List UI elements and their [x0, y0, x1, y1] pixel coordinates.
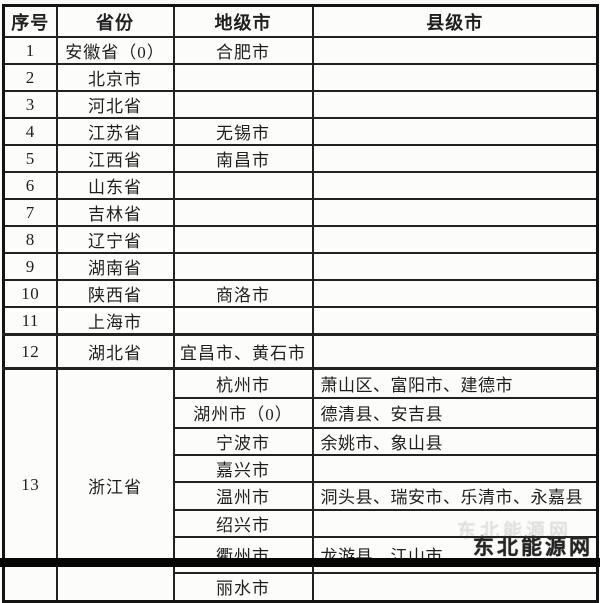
cell-province: 山东省	[55, 171, 175, 200]
cell-counties	[311, 198, 599, 227]
cell-counties	[311, 63, 599, 92]
cell-no: 7	[2, 198, 58, 227]
cell-city: 杭州市	[172, 367, 314, 399]
cell-province: 江西省	[55, 144, 175, 173]
cell-counties	[311, 571, 599, 603]
cell-city	[172, 63, 314, 92]
cell-no: 2	[2, 63, 58, 92]
cell-city	[172, 198, 314, 227]
cell-counties: 萧山区、富阳市、建德市	[311, 367, 599, 399]
cell-counties: 余姚市、象山县	[311, 426, 599, 456]
cell-province: 安徽省（0）	[55, 36, 175, 65]
table-row: 1 安徽省（0） 合肥市	[2, 36, 599, 65]
cell-city: 宁波市	[172, 426, 314, 456]
cell-no: 12	[2, 333, 58, 370]
site-watermark: 东北能源网	[473, 536, 593, 559]
cell-counties	[311, 36, 599, 65]
cell-no: 10	[2, 279, 58, 308]
table-row: 13 浙江省 杭州市 萧山区、富阳市、建德市	[2, 367, 599, 603]
column-header-counties: 县级市	[311, 4, 599, 38]
cell-province: 北京市	[55, 63, 175, 92]
cell-counties	[311, 90, 599, 119]
cell-no: 11	[2, 306, 58, 336]
bottom-black-bar	[0, 558, 600, 567]
cell-province: 河北省	[55, 90, 175, 119]
table-row: 6 山东省	[2, 171, 599, 200]
cell-counties	[311, 333, 599, 370]
watermark-ghost: 东北能源网	[456, 521, 572, 542]
cell-city	[172, 225, 314, 254]
table-row: 2 北京市	[2, 63, 599, 92]
table-row: 10 陕西省 商洛市	[2, 279, 599, 308]
cell-counties: 德清县、安吉县	[311, 396, 599, 429]
scanned-table-page: 序号 省份 地级市 县级市 1 安徽省（0） 合肥市 2 北京市 3 河北省	[0, 4, 600, 603]
cell-city	[172, 252, 314, 281]
table-row: 7 吉林省	[2, 198, 599, 227]
cell-city	[172, 171, 314, 200]
cell-no: 5	[2, 144, 58, 173]
cell-city	[172, 306, 314, 336]
cell-province: 江苏省	[55, 117, 175, 146]
cell-province: 陕西省	[55, 279, 175, 308]
table-row: 嘉兴市	[4, 453, 599, 483]
cell-province: 辽宁省	[55, 225, 175, 254]
cell-no: 3	[2, 90, 58, 119]
header-row: 序号 省份 地级市 县级市	[2, 4, 599, 38]
cell-city: 合肥市	[172, 36, 314, 65]
table-row: 绍兴市	[4, 508, 599, 538]
cell-counties	[311, 279, 599, 308]
cell-counties	[311, 225, 599, 254]
table-row: 温州市 洞头县、瑞安市、乐清市、永嘉县	[4, 480, 599, 511]
cell-city: 温州市	[172, 480, 314, 511]
admin-divisions-table: 序号 省份 地级市 县级市 1 安徽省（0） 合肥市 2 北京市 3 河北省	[2, 4, 599, 603]
cell-city: 无锡市	[172, 117, 314, 146]
table-row: 4 江苏省 无锡市	[2, 117, 599, 146]
cell-counties	[311, 508, 599, 538]
table-row: 宁波市 余姚市、象山县	[4, 426, 599, 456]
cell-province: 湖北省	[55, 333, 175, 370]
cell-no: 6	[2, 171, 58, 200]
table-row: 湖州市（0） 德清县、安吉县	[4, 396, 599, 429]
cell-city: 宜昌市、黄石市	[172, 333, 314, 370]
cell-city: 商洛市	[172, 279, 314, 308]
column-header-province: 省份	[55, 4, 175, 38]
cell-counties	[311, 453, 599, 483]
cell-province: 吉林省	[55, 198, 175, 227]
cell-no: 4	[2, 117, 58, 146]
cell-counties	[311, 252, 599, 281]
cell-city: 绍兴市	[172, 508, 314, 538]
cell-city: 丽水市	[172, 571, 314, 603]
table-row: 11 上海市	[2, 306, 599, 336]
cell-city: 南昌市	[172, 144, 314, 173]
table-row: 3 河北省	[2, 90, 599, 119]
cell-counties	[311, 171, 599, 200]
table-row: 9 湖南省	[2, 252, 599, 281]
cell-no: 8	[2, 225, 58, 254]
column-header-city: 地级市	[172, 4, 314, 38]
cell-city	[172, 90, 314, 119]
cell-no: 9	[2, 252, 58, 281]
table-row: 8 辽宁省	[2, 225, 599, 254]
cell-counties	[311, 117, 599, 146]
cell-counties	[311, 144, 599, 173]
cell-province: 上海市	[55, 306, 175, 336]
column-header-no: 序号	[2, 4, 58, 38]
cell-no: 1	[2, 36, 58, 65]
cell-city: 湖州市（0）	[172, 396, 314, 429]
cell-counties	[311, 306, 599, 336]
cell-province: 湖南省	[55, 252, 175, 281]
cell-city: 嘉兴市	[172, 453, 314, 483]
cell-city: 衢州市	[172, 535, 314, 574]
table-row: 5 江西省 南昌市	[2, 144, 599, 173]
cell-counties: 洞头县、瑞安市、乐清市、永嘉县	[311, 480, 599, 511]
table-row: 12 湖北省 宜昌市、黄石市	[2, 333, 599, 370]
